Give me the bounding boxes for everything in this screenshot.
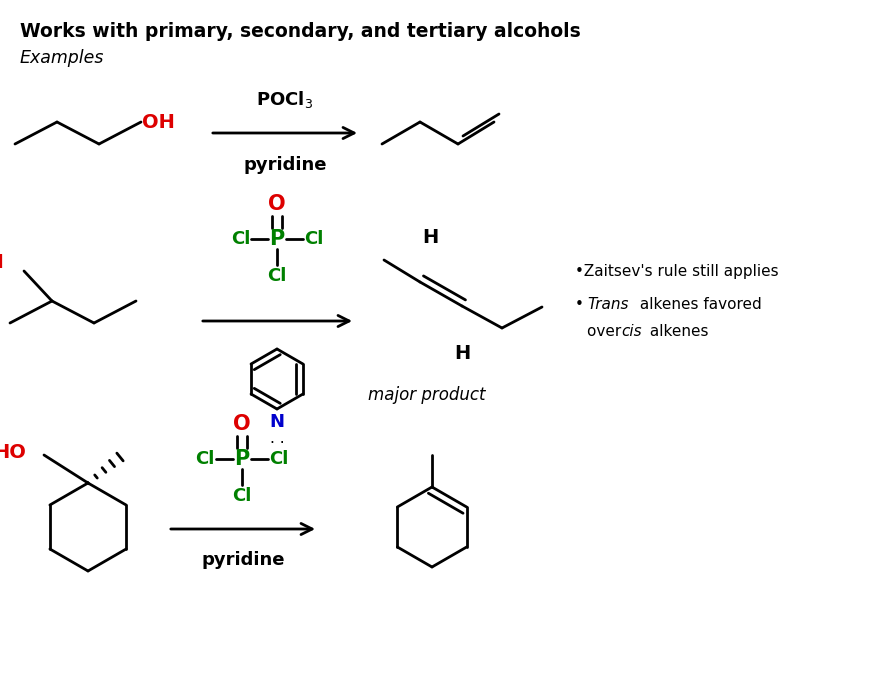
Text: N: N [269,413,284,431]
Text: Works with primary, secondary, and tertiary alcohols: Works with primary, secondary, and terti… [20,22,581,41]
Text: P: P [235,449,249,469]
Text: •Zaitsev's rule still applies: •Zaitsev's rule still applies [575,264,779,279]
Text: O: O [269,194,286,214]
Text: Cl: Cl [195,450,215,468]
Text: POCl$_3$: POCl$_3$ [256,89,314,110]
Text: Cl: Cl [232,487,252,505]
Text: Cl: Cl [269,450,289,468]
Text: OH: OH [0,253,4,273]
Text: pyridine: pyridine [201,551,285,569]
Text: pyridine: pyridine [243,156,327,174]
Text: major product: major product [368,386,486,404]
Text: HO: HO [0,443,26,462]
Text: cis: cis [621,324,642,339]
Text: Cl: Cl [268,267,287,285]
Text: H: H [453,344,470,363]
Text: · ·: · · [269,436,284,451]
Text: •: • [575,297,589,312]
Text: H: H [422,228,438,247]
Text: O: O [233,414,251,434]
Text: Cl: Cl [304,230,324,248]
Text: Examples: Examples [20,49,105,67]
Text: Cl: Cl [230,230,250,248]
Text: Trans: Trans [587,297,629,312]
Text: over: over [587,324,626,339]
Text: OH: OH [142,112,175,131]
Text: P: P [269,229,284,249]
Text: alkenes favored: alkenes favored [635,297,762,312]
Text: alkenes: alkenes [645,324,708,339]
